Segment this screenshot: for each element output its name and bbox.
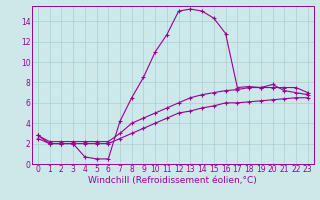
X-axis label: Windchill (Refroidissement éolien,°C): Windchill (Refroidissement éolien,°C) [88,176,257,185]
